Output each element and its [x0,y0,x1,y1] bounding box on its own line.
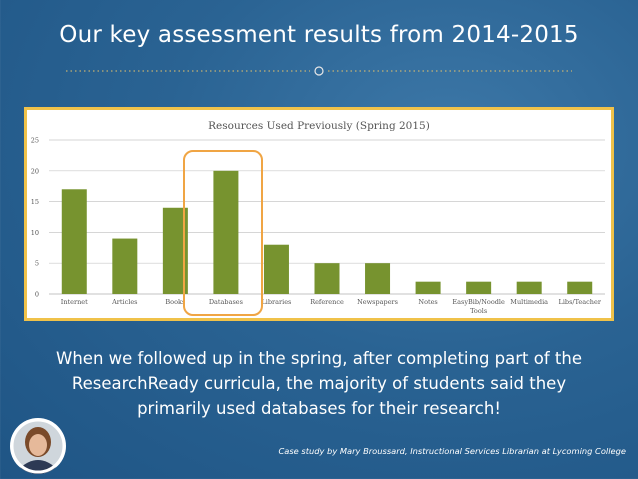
category-label: Multimedia [510,298,548,306]
y-tick-label: 25 [31,137,39,145]
chart-title: Resources Used Previously (Spring 2015) [208,120,430,132]
category-label: Libraries [261,298,291,306]
category-label: Articles [111,298,137,306]
y-tick-label: 15 [31,198,39,206]
bar-notes [415,281,441,294]
case-study-credit: Case study by Mary Broussard, Instructio… [278,446,626,456]
category-label: Internet [61,298,88,306]
slide-title: Our key assessment results from 2014-201… [59,22,579,48]
presenter-avatar [10,418,66,474]
bar-newspapers [365,263,391,294]
category-label: Newspapers [357,298,398,306]
category-label: Libs/Teacher [559,298,602,306]
caption-line: When we followed up in the spring, after… [56,349,582,368]
caption-line: ResearchReady curricula, the majority of… [71,374,567,393]
bar-multimedia [516,281,542,294]
category-label: Reference [310,298,344,306]
bar-reference [314,263,340,294]
category-label: Books [165,298,185,306]
chart-panel: Resources Used Previously (Spring 2015) … [24,107,614,321]
caption-line: primarily used databases for their resea… [137,399,501,418]
y-tick-label: 0 [35,291,39,299]
bar-libraries [263,244,289,294]
dotted-divider [66,66,572,76]
y-tick-label: 5 [35,260,39,268]
y-tick-label: 20 [31,167,39,175]
bar-databases [213,170,239,294]
slide-caption: When we followed up in the spring, after… [20,346,618,421]
databases-highlight-box [183,150,263,316]
category-label: Notes [418,298,437,306]
bar-articles [112,238,138,294]
bar-libs-teacher [567,281,593,294]
bar-internet [61,189,87,294]
bar-easybib-noodle-tools [466,281,492,294]
y-tick-label: 10 [31,229,39,237]
category-label: Databases [209,298,243,306]
bar-chart: Resources Used Previously (Spring 2015) … [31,120,605,315]
presenter-portrait-icon [10,418,66,474]
category-label: EasyBib/Noodle Tools [452,298,505,315]
